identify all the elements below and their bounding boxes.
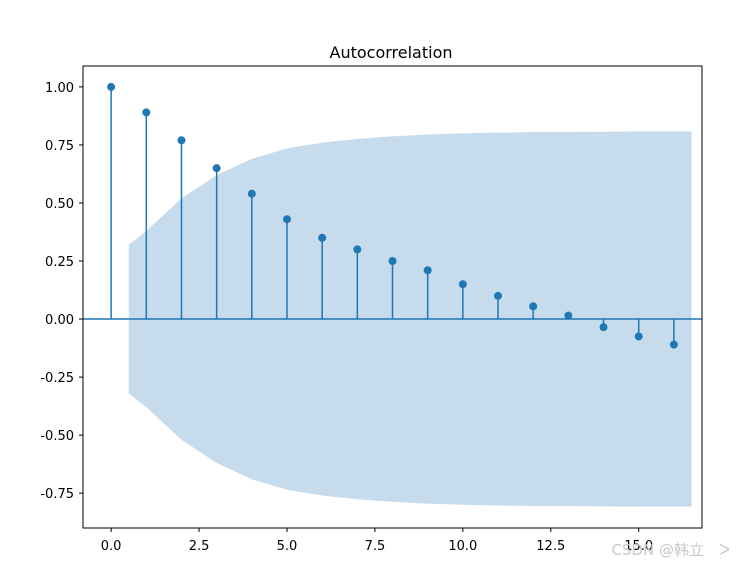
y-tick-label: 0.50 [45,197,74,212]
y-tick-label: -0.50 [40,429,74,444]
data-point [634,332,643,341]
y-tick-label: 0.25 [45,255,74,270]
plot-area: 0.0 2.5 5.0 7.5 10.0 12.5 15.0 1.00 0.75 0.50 0.25… [40,65,703,554]
x-tick-label: 7.5 [365,539,386,554]
y-tick-label: 0.00 [45,313,74,328]
data-point [247,189,256,198]
data-point [353,245,362,254]
y-tick-label: 1.00 [45,81,74,96]
data-point [388,257,397,266]
data-point [177,136,186,145]
x-tick-label: 15.0 [624,539,653,554]
data-point [529,302,538,311]
data-point [564,311,573,320]
data-point [458,280,467,289]
y-tick-label: -0.25 [40,371,74,386]
x-tick-label: 0.0 [101,539,122,554]
data-point [494,291,503,300]
data-point [107,82,116,91]
chart-title: Autocorrelation [330,43,453,62]
x-tick-label: 10.0 [448,539,477,554]
data-point [142,108,151,117]
data-point [212,164,221,173]
x-tick-label: 5.0 [277,539,298,554]
y-tick-label: 0.75 [45,139,74,154]
x-tick-label: 12.5 [536,539,565,554]
y-tick-label: -0.75 [40,487,74,502]
data-point [282,215,291,224]
data-point [599,323,608,332]
data-point [318,233,327,242]
x-tick-label: 2.5 [189,539,210,554]
axes-frame [82,65,703,529]
watermark: CSDN @韩立 ᐳ [611,541,730,559]
data-point [669,340,678,349]
data-point [423,266,432,275]
